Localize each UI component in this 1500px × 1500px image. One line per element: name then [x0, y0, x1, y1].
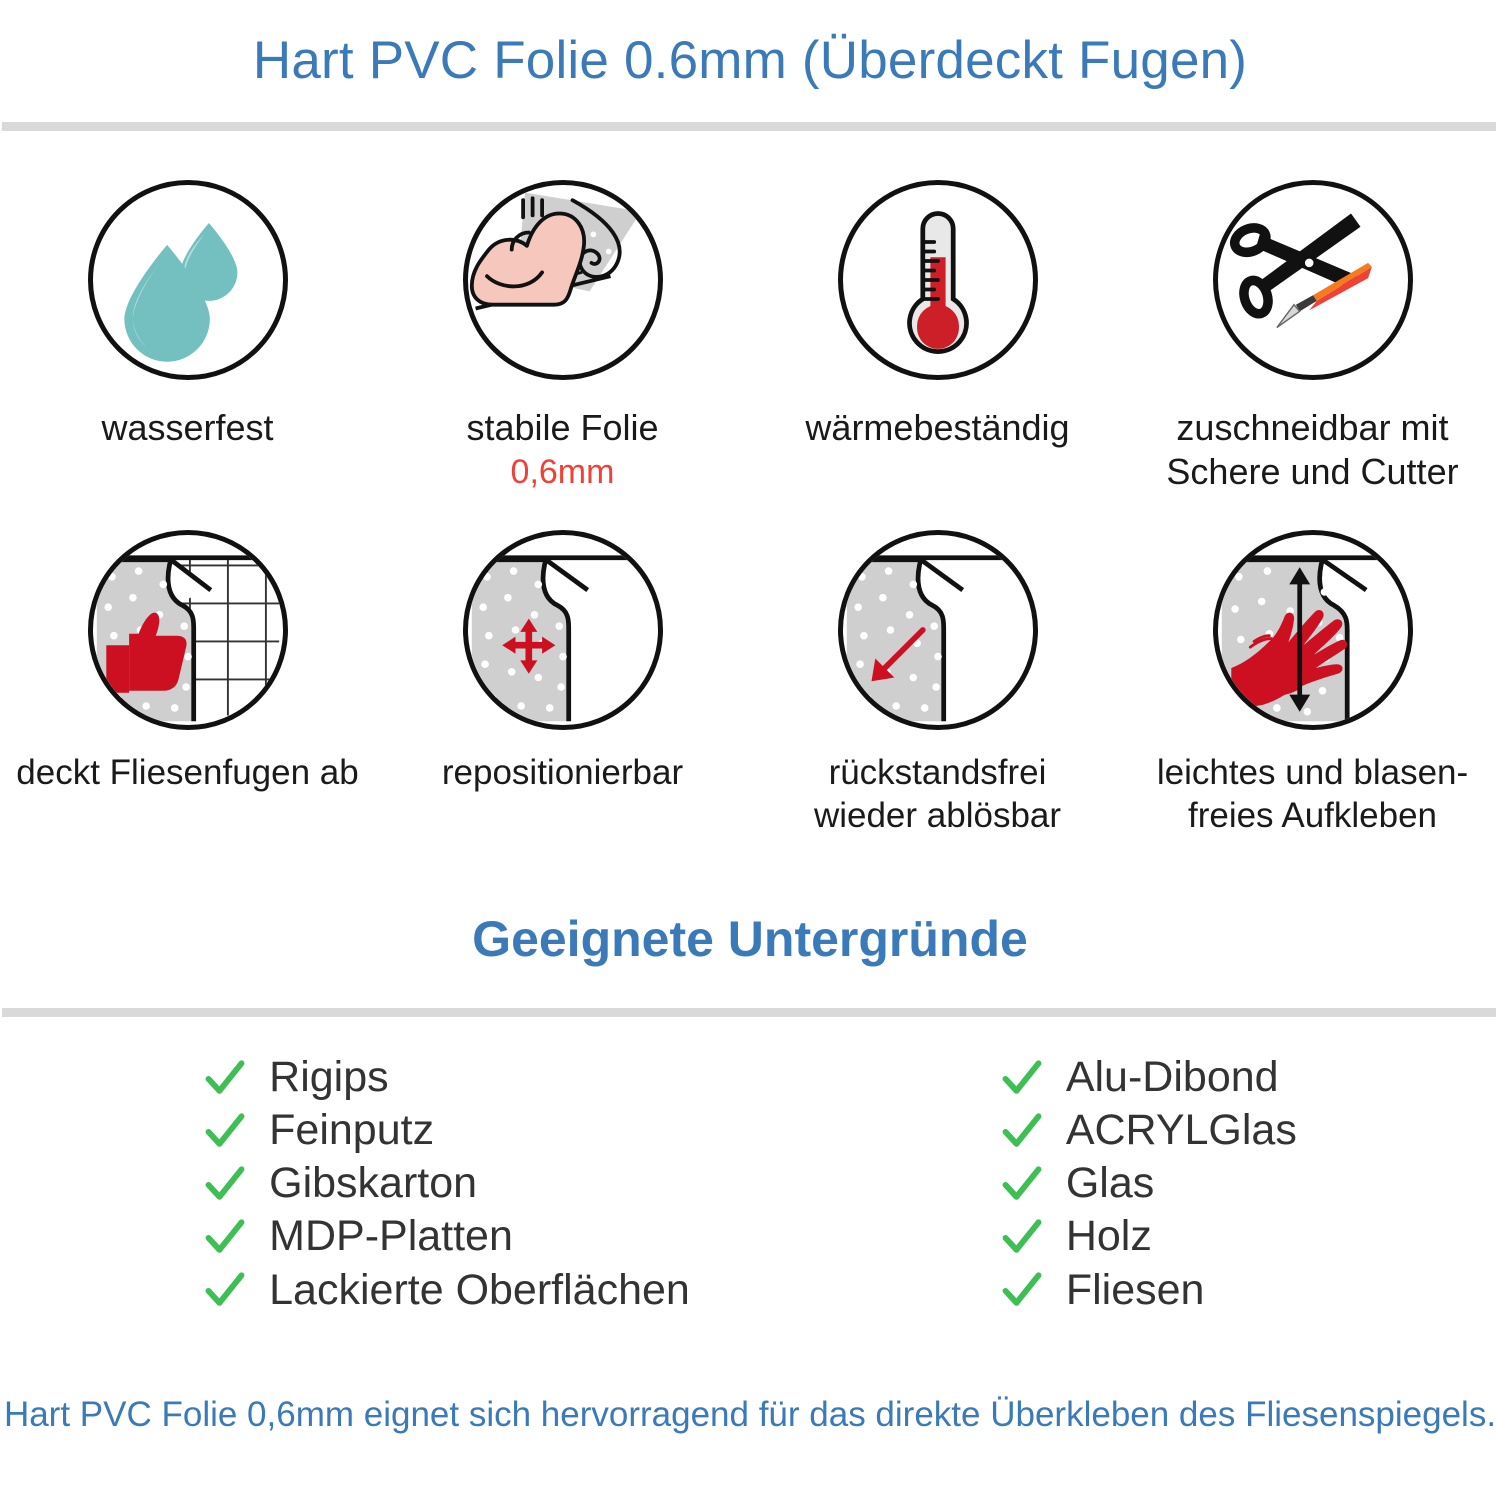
- peel-arrow-icon: [837, 530, 1038, 730]
- feature-caption: wärmebeständig: [758, 406, 1118, 450]
- feature-rueckstandsfrei: rückstandsfrei wieder ablösbar: [750, 530, 1125, 875]
- feature-caption: leichtes und blasen- freies Aufkleben: [1133, 752, 1493, 837]
- feature-label: rückstandsfrei wieder ablösbar: [813, 753, 1062, 835]
- feature-label: leichtes und blasen- freies Aufkleben: [1156, 753, 1469, 835]
- list-item: Alu-Dibond: [1000, 1053, 1297, 1101]
- thumbs-up-tiles-icon: [87, 530, 288, 730]
- check-icon: [205, 1059, 245, 1094]
- list-item: Fliesen: [1000, 1265, 1297, 1314]
- feature-stabile-folie: stabile Folie 0,6mm: [375, 180, 750, 530]
- list-item-label: Fliesen: [1065, 1265, 1205, 1314]
- feature-aufkleben: leichtes und blasen- freies Aufkleben: [1125, 530, 1500, 875]
- feature-label: wärmebeständig: [805, 407, 1070, 448]
- list-item: Lackierte Oberflächen: [203, 1265, 690, 1314]
- check-icon: [1002, 1219, 1042, 1253]
- check-icon: [1002, 1272, 1042, 1306]
- list-item-label: Holz: [1065, 1212, 1152, 1261]
- water-drops-icon: [87, 180, 288, 380]
- checklist-container: Rigips Feinputz Gibskarton MDP-Platten L…: [0, 1053, 1500, 1314]
- list-item-label: Gibskarton: [269, 1159, 478, 1208]
- list-item-label: Rigips: [269, 1053, 389, 1101]
- list-item-label: Alu-Dibond: [1065, 1053, 1279, 1101]
- list-item: MDP-Platten: [203, 1214, 690, 1259]
- feature-deckt-fliesenfugen: deckt Fliesenfugen ab: [0, 530, 375, 875]
- feature-label: repositionierbar: [441, 753, 684, 792]
- feature-label: zuschneidbar mit Schere und Cutter: [1166, 407, 1459, 492]
- checklist-column-left: Rigips Feinputz Gibskarton MDP-Platten L…: [203, 1053, 690, 1314]
- flexing-arm-icon: [462, 180, 663, 380]
- check-icon: [205, 1166, 245, 1200]
- list-item: Feinputz: [203, 1106, 690, 1155]
- list-item-label: Feinputz: [269, 1106, 435, 1155]
- feature-caption: deckt Fliesenfugen ab: [8, 752, 368, 795]
- check-icon: [1002, 1113, 1042, 1147]
- feature-caption: wasserfest: [8, 406, 368, 450]
- checklist-column-right: Alu-Dibond ACRYLGlas Glas Holz Fliesen: [1000, 1053, 1297, 1314]
- check-icon: [1002, 1059, 1042, 1094]
- list-item-label: Lackierte Oberflächen: [269, 1265, 690, 1314]
- list-item: Holz: [1000, 1214, 1297, 1259]
- divider-top: [2, 122, 1496, 131]
- list-item: ACRYLGlas: [1000, 1106, 1297, 1155]
- feature-wasserfest: wasserfest: [0, 180, 375, 530]
- feature-sublabel: 0,6mm: [510, 452, 615, 491]
- list-item: Rigips: [203, 1053, 690, 1101]
- feature-label: wasserfest: [101, 407, 274, 448]
- footer-note: Hart PVC Folie 0,6mm eignet sich hervorr…: [3, 1395, 1497, 1434]
- feature-label: deckt Fliesenfugen ab: [16, 753, 359, 792]
- move-arrows-icon: [462, 530, 663, 730]
- feature-caption: zuschneidbar mit Schere und Cutter: [1133, 406, 1493, 494]
- check-icon: [205, 1219, 245, 1253]
- page-title: Hart PVC Folie 0.6mm (Überdeckt Fugen): [252, 31, 1248, 90]
- feature-caption: repositionierbar: [383, 752, 743, 795]
- check-icon: [205, 1272, 245, 1306]
- list-item-label: Glas: [1065, 1159, 1155, 1208]
- list-item: Gibskarton: [203, 1161, 690, 1206]
- feature-label: stabile Folie: [466, 407, 659, 448]
- feature-waermebestaendig: wärmebeständig: [750, 180, 1125, 530]
- list-item-label: ACRYLGlas: [1065, 1106, 1297, 1155]
- smoothing-hand-icon: [1212, 530, 1413, 730]
- list-item: Glas: [1000, 1161, 1297, 1206]
- scissors-cutter-icon: [1212, 180, 1413, 380]
- list-item-label: MDP-Platten: [269, 1212, 513, 1261]
- divider-middle: [2, 1008, 1496, 1017]
- thermometer-icon: [837, 180, 1038, 380]
- feature-caption: stabile Folie 0,6mm: [383, 406, 743, 493]
- check-icon: [1002, 1166, 1042, 1200]
- feature-grid: wasserfest: [0, 180, 1500, 875]
- feature-zuschneidbar: zuschneidbar mit Schere und Cutter: [1125, 180, 1500, 530]
- check-icon: [205, 1113, 245, 1147]
- section-heading-untergruende: Geeignete Untergründe: [472, 911, 1028, 967]
- feature-caption: rückstandsfrei wieder ablösbar: [758, 752, 1118, 837]
- feature-repositionierbar: repositionierbar: [375, 530, 750, 875]
